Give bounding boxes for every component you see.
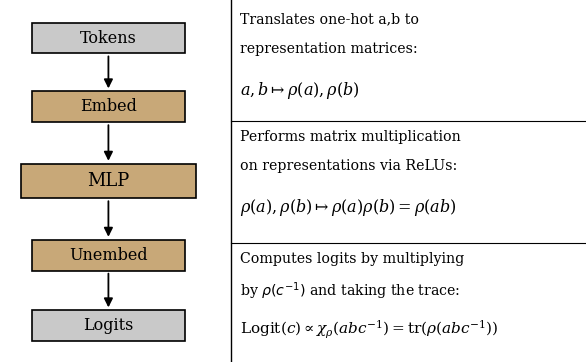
Text: Embed: Embed [80,98,137,115]
Text: representation matrices:: representation matrices: [240,42,418,56]
Bar [32,240,185,271]
Text: Translates one-hot a,b to: Translates one-hot a,b to [240,13,419,27]
Bar [32,22,185,53]
Text: $a, b \mapsto \rho(a), \rho(b)$: $a, b \mapsto \rho(a), \rho(b)$ [240,80,360,101]
Bar [32,92,185,122]
Text: Tokens: Tokens [80,30,137,46]
Text: Performs matrix multiplication: Performs matrix multiplication [240,130,461,144]
Text: MLP: MLP [87,172,130,190]
Text: on representations via ReLUs:: on representations via ReLUs: [240,159,458,173]
Text: $\mathrm{Logit}(c) \propto \chi_{\rho}(abc^{-1}) = \mathrm{tr}(\rho(abc^{-1}))$: $\mathrm{Logit}(c) \propto \chi_{\rho}(a… [240,319,499,341]
Text: Computes logits by multiplying: Computes logits by multiplying [240,252,465,266]
Bar [32,310,185,341]
Text: Unembed: Unembed [69,247,148,264]
Bar [21,164,196,198]
Text: $\rho(a), \rho(b) \mapsto \rho(a)\rho(b) = \rho(ab)$: $\rho(a), \rho(b) \mapsto \rho(a)\rho(b)… [240,197,457,218]
Text: Logits: Logits [83,317,134,334]
Text: by $\rho(c^{-1})$ and taking the trace:: by $\rho(c^{-1})$ and taking the trace: [240,281,461,302]
